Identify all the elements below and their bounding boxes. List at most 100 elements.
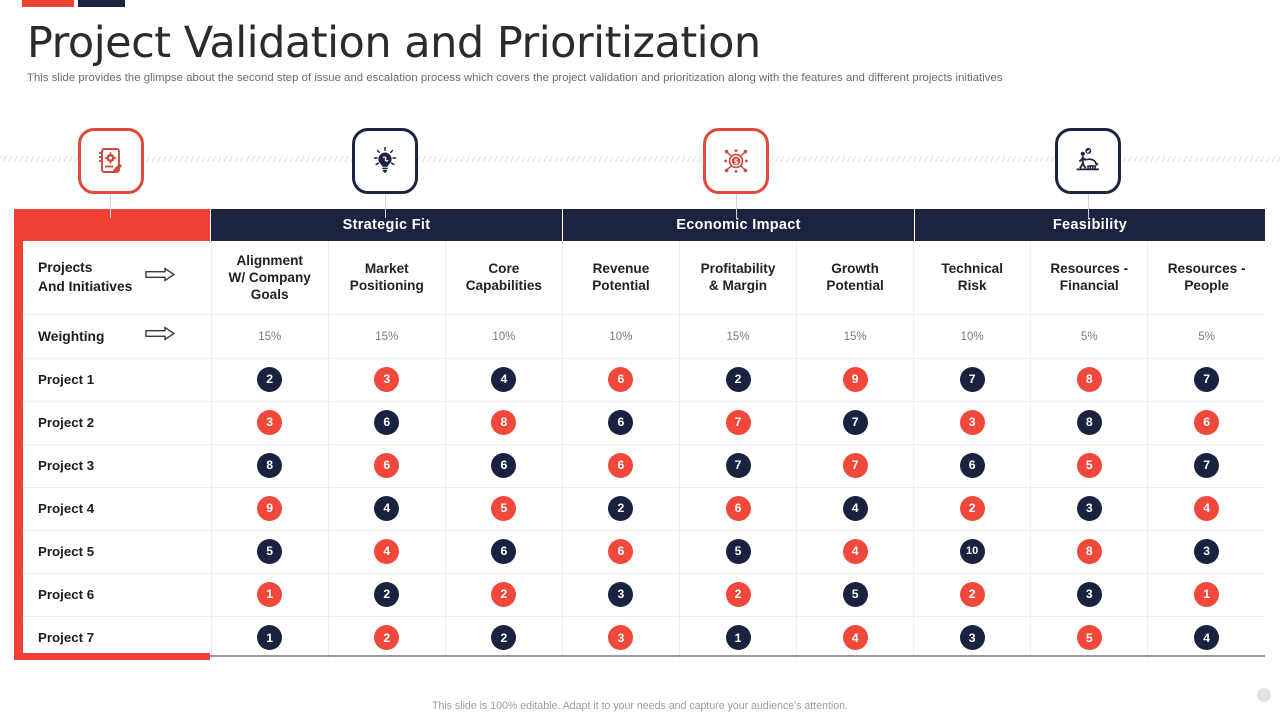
score-cell[interactable]: 6 xyxy=(562,444,680,488)
score-cell[interactable]: 6 xyxy=(562,401,680,445)
score-cell[interactable]: 7 xyxy=(913,358,1032,402)
score-badge: 3 xyxy=(959,410,985,435)
weighting-label: Weighting xyxy=(38,328,105,344)
score-cell[interactable]: 7 xyxy=(679,444,798,488)
score-cell[interactable]: 2 xyxy=(328,573,446,617)
score-cell[interactable]: 7 xyxy=(679,401,798,445)
row-header-line2: And Initiatives xyxy=(38,279,133,295)
score-cell[interactable]: 7 xyxy=(1147,444,1265,488)
icon-badge-strategic-fit[interactable] xyxy=(78,128,144,194)
score-cell[interactable]: 6 xyxy=(679,487,798,531)
score-cell[interactable]: 2 xyxy=(913,573,1032,617)
score-cell[interactable]: 5 xyxy=(1030,444,1149,488)
band-group-strategic-fit: Strategic Fit xyxy=(211,209,562,241)
score-cell[interactable]: 2 xyxy=(445,573,563,617)
score-badge: 6 xyxy=(725,496,751,521)
score-cell[interactable]: 8 xyxy=(1030,530,1149,574)
score-cell[interactable]: 5 xyxy=(445,487,563,531)
score-cell[interactable]: 6 xyxy=(1147,401,1265,445)
hurdle-runner-check-icon xyxy=(1071,144,1105,178)
score-cell[interactable]: 1 xyxy=(679,616,798,659)
score-badge: 1 xyxy=(257,582,283,607)
score-cell[interactable]: 8 xyxy=(445,401,563,445)
score-cell[interactable]: 8 xyxy=(211,444,329,488)
score-badge: 3 xyxy=(608,625,634,651)
project-label-cell: Project 3 xyxy=(14,444,212,488)
score-cell[interactable]: 6 xyxy=(562,530,680,574)
score-badge: 2 xyxy=(725,582,751,607)
score-cell[interactable]: 1 xyxy=(211,616,329,659)
score-cell[interactable]: 2 xyxy=(679,573,798,617)
column-header-2: Market Positioning xyxy=(328,241,446,315)
weight-value-3: 10% xyxy=(445,314,563,359)
score-cell[interactable]: 6 xyxy=(562,358,680,402)
score-badge: 6 xyxy=(959,453,985,478)
score-badge: 10 xyxy=(959,539,985,564)
score-cell[interactable]: 9 xyxy=(211,487,329,531)
svg-text:$: $ xyxy=(734,158,739,166)
score-cell[interactable]: 4 xyxy=(796,616,915,659)
score-badge: 3 xyxy=(1194,539,1220,564)
score-cell[interactable]: 8 xyxy=(1030,358,1149,402)
band-group-feasibility: Feasibility xyxy=(915,209,1265,241)
score-cell[interactable]: 5 xyxy=(1030,616,1149,659)
weight-value-1: 15% xyxy=(211,314,329,359)
score-cell[interactable]: 6 xyxy=(445,444,563,488)
score-badge: 4 xyxy=(1194,496,1220,521)
score-cell[interactable]: 3 xyxy=(211,401,329,445)
score-cell[interactable]: 2 xyxy=(913,487,1032,531)
score-badge: 6 xyxy=(608,367,634,392)
score-cell[interactable]: 3 xyxy=(1147,530,1265,574)
table-header-row: Projects And Initiatives Alignment W/ Compa… xyxy=(14,241,1265,315)
score-cell[interactable]: 7 xyxy=(796,401,915,445)
score-cell[interactable]: 4 xyxy=(1147,616,1265,659)
page-title: Project Validation and Prioritization xyxy=(27,18,761,68)
column-header-7: Technical Risk xyxy=(913,241,1032,315)
score-cell[interactable]: 9 xyxy=(796,358,915,402)
score-cell[interactable]: 3 xyxy=(913,401,1032,445)
score-cell[interactable]: 1 xyxy=(1147,573,1265,617)
score-cell[interactable]: 3 xyxy=(562,616,680,659)
score-cell[interactable]: 3 xyxy=(1030,487,1149,531)
score-cell[interactable]: 3 xyxy=(1030,573,1149,617)
score-cell[interactable]: 4 xyxy=(328,487,446,531)
score-cell[interactable]: 6 xyxy=(445,530,563,574)
score-cell[interactable]: 8 xyxy=(1030,401,1149,445)
score-cell[interactable]: 3 xyxy=(913,616,1032,659)
score-cell[interactable]: 3 xyxy=(328,358,446,402)
score-cell[interactable]: 5 xyxy=(211,530,329,574)
project-name: Project 3 xyxy=(38,457,95,473)
score-cell[interactable]: 7 xyxy=(1147,358,1265,402)
score-cell[interactable]: 2 xyxy=(328,616,446,659)
weight-value-5: 15% xyxy=(679,314,798,359)
score-cell[interactable]: 4 xyxy=(445,358,563,402)
icon-badge-feasibility[interactable] xyxy=(1055,128,1121,194)
score-badge: 5 xyxy=(1076,625,1102,651)
score-cell[interactable]: 5 xyxy=(796,573,915,617)
notebook-gear-pencil-icon xyxy=(94,144,128,178)
score-cell[interactable]: 4 xyxy=(1147,487,1265,531)
icon-badge-idea[interactable] xyxy=(352,128,418,194)
score-cell[interactable]: 6 xyxy=(913,444,1032,488)
score-cell[interactable]: 2 xyxy=(679,358,798,402)
score-cell[interactable]: 6 xyxy=(328,401,446,445)
score-cell[interactable]: 7 xyxy=(796,444,915,488)
row-header-line1: Projects xyxy=(38,260,93,276)
dotted-rail-divider xyxy=(0,156,1280,162)
score-cell[interactable]: 6 xyxy=(328,444,446,488)
weight-value-7: 10% xyxy=(913,314,1032,359)
score-cell[interactable]: 1 xyxy=(211,573,329,617)
score-cell[interactable]: 4 xyxy=(328,530,446,574)
score-badge: 7 xyxy=(725,410,751,435)
icon-badge-economic-impact[interactable]: $ xyxy=(703,128,769,194)
score-cell[interactable]: 2 xyxy=(445,616,563,659)
score-cell[interactable]: 4 xyxy=(796,487,915,531)
score-cell[interactable]: 10 xyxy=(913,530,1032,574)
score-cell[interactable]: 4 xyxy=(796,530,915,574)
score-badge: 4 xyxy=(842,625,868,651)
score-cell[interactable]: 3 xyxy=(562,573,680,617)
scroll-nub[interactable] xyxy=(1257,688,1271,702)
score-cell[interactable]: 2 xyxy=(562,487,680,531)
score-cell[interactable]: 5 xyxy=(679,530,798,574)
score-cell[interactable]: 2 xyxy=(211,358,329,402)
